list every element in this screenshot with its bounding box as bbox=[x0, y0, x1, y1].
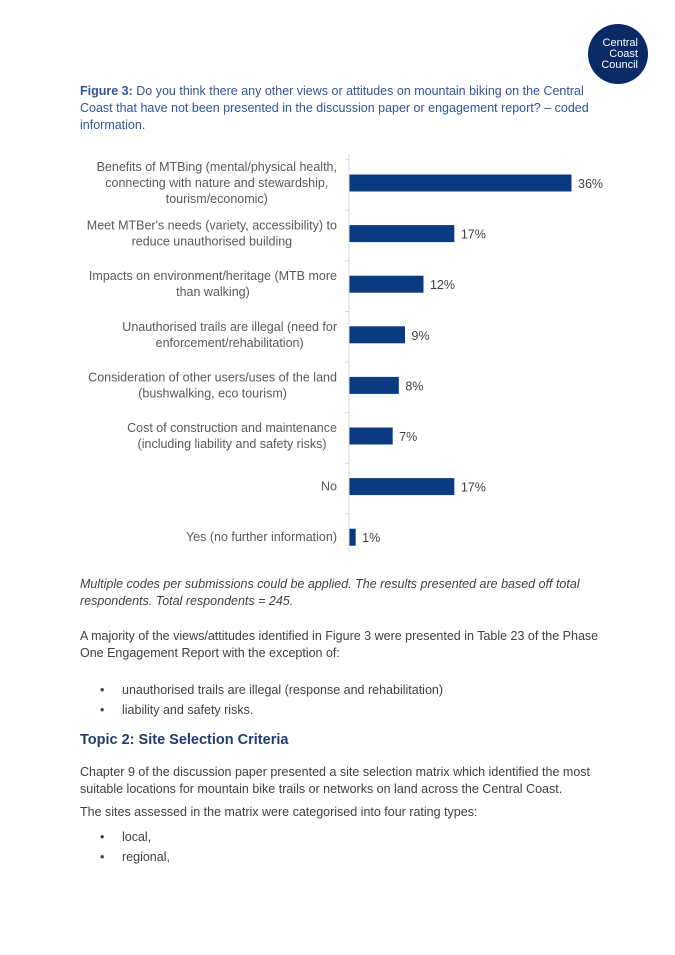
central-coast-council-logo: Central Coast Council bbox=[588, 24, 648, 84]
category-label: Impacts on environment/heritage (MTB mor… bbox=[89, 269, 337, 299]
list-item-text: regional, bbox=[122, 850, 170, 864]
data-label: 7% bbox=[399, 430, 417, 444]
data-label: 9% bbox=[412, 329, 430, 343]
data-label: 1% bbox=[362, 531, 380, 545]
category-label: No bbox=[321, 480, 337, 494]
list-item: • unauthorised trails are illegal (respon… bbox=[80, 682, 600, 699]
category-label: Benefits of MTBing (mental/physical heal… bbox=[97, 160, 337, 206]
logo-line-2: Coast bbox=[609, 47, 638, 60]
bullet-icon: • bbox=[100, 703, 105, 717]
data-label: 36% bbox=[578, 177, 603, 191]
list-item-text: unauthorised trails are illegal (respons… bbox=[122, 683, 444, 697]
bar bbox=[349, 326, 405, 344]
bar bbox=[349, 427, 393, 445]
exceptions-list: • unauthorised trails are illegal (respon… bbox=[80, 682, 600, 722]
category-label: Unauthorised trails are illegal (need fo… bbox=[122, 320, 337, 350]
list-item-text: liability and safety risks. bbox=[122, 703, 254, 717]
bar bbox=[349, 174, 572, 192]
list-item: • local, bbox=[80, 829, 600, 846]
figure-label: Figure 3: bbox=[80, 84, 133, 98]
figure-caption: Figure 3: Do you think there any other v… bbox=[80, 83, 600, 134]
bar-chart: Benefits of MTBing (mental/physical heal… bbox=[87, 154, 603, 552]
data-label: 8% bbox=[405, 379, 423, 393]
bullet-icon: • bbox=[100, 850, 105, 864]
figure-caption-text: Do you think there any other views or at… bbox=[80, 84, 589, 132]
bar bbox=[349, 225, 455, 243]
section-heading: Topic 2: Site Selection Criteria bbox=[80, 732, 289, 748]
data-label: 17% bbox=[461, 228, 486, 242]
data-label: 17% bbox=[461, 481, 486, 495]
bar bbox=[349, 528, 356, 546]
list-item-text: local, bbox=[122, 830, 152, 844]
category-label: Consideration of other users/uses of the… bbox=[88, 370, 337, 400]
figure-note: Multiple codes per submissions could be … bbox=[80, 577, 580, 608]
rating-types-list: • local, • regional, bbox=[80, 829, 600, 869]
logo-line-1: Central bbox=[602, 36, 638, 49]
paragraph-exceptions: A majority of the views/attitudes identi… bbox=[80, 629, 599, 660]
list-item: • liability and safety risks. bbox=[80, 702, 600, 719]
bar bbox=[349, 275, 424, 293]
paragraph-site-matrix: Chapter 9 of the discussion paper presen… bbox=[80, 765, 590, 796]
bullet-icon: • bbox=[100, 830, 105, 844]
bar bbox=[349, 478, 455, 496]
data-label: 12% bbox=[430, 278, 455, 292]
category-label: Cost of construction and maintenance (inc… bbox=[127, 421, 337, 451]
logo-line-3: Council bbox=[601, 58, 638, 71]
list-item: • regional, bbox=[80, 849, 600, 866]
bullet-icon: • bbox=[100, 683, 105, 697]
category-label: Meet MTBer's needs (variety, accessibili… bbox=[87, 219, 337, 249]
paragraph-rating-types: The sites assessed in the matrix were ca… bbox=[80, 805, 478, 819]
bar bbox=[349, 376, 399, 394]
category-label: Yes (no further information) bbox=[186, 530, 337, 544]
